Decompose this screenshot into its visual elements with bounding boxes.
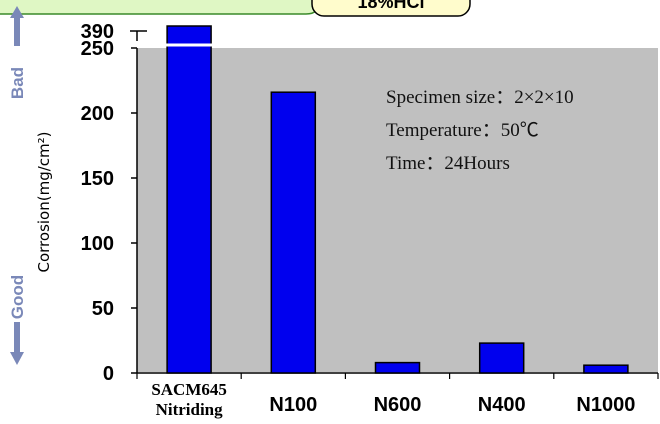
arrow-down-icon bbox=[10, 322, 24, 365]
bar bbox=[583, 364, 629, 374]
y-tick-label: 200 bbox=[81, 103, 114, 125]
acid-callout-label: 18%HCl bbox=[357, 0, 424, 12]
arrow-up-icon bbox=[10, 6, 24, 46]
y-axis-title: Corrosion(mg/cm²) bbox=[35, 132, 53, 273]
y-tick-label: 0 bbox=[103, 363, 114, 385]
bar bbox=[374, 361, 421, 374]
acid-callout-box bbox=[311, 0, 471, 17]
bad-indicator: Bad bbox=[8, 6, 27, 99]
good-indicator: Good bbox=[8, 275, 27, 365]
annotation-time: Time：24Hours bbox=[386, 153, 510, 174]
bar bbox=[270, 91, 317, 374]
annotation-specimen: Specimen size：2×2×10 bbox=[386, 87, 574, 108]
bar bbox=[478, 342, 525, 374]
y-tick-label: 50 bbox=[92, 298, 114, 320]
y-break-label: 390 bbox=[81, 21, 114, 43]
y-tick-label: 150 bbox=[81, 168, 114, 190]
bar bbox=[166, 25, 212, 374]
y-tick-label: 100 bbox=[81, 233, 114, 255]
x-category-label: SACM645 bbox=[151, 380, 227, 399]
x-category-label: Nitriding bbox=[156, 400, 224, 419]
green-callout-box bbox=[0, 0, 321, 15]
x-category-label: N400 bbox=[478, 394, 526, 416]
annotation-temperature: Temperature：50℃ bbox=[386, 120, 539, 141]
x-category-label: N100 bbox=[269, 394, 317, 416]
plot-area bbox=[137, 48, 658, 372]
bad-label: Bad bbox=[8, 67, 27, 99]
x-category-label: N600 bbox=[374, 394, 422, 416]
y-tick-label: 250 bbox=[81, 38, 114, 60]
x-category-label: N1000 bbox=[576, 394, 635, 416]
good-label: Good bbox=[8, 275, 27, 319]
